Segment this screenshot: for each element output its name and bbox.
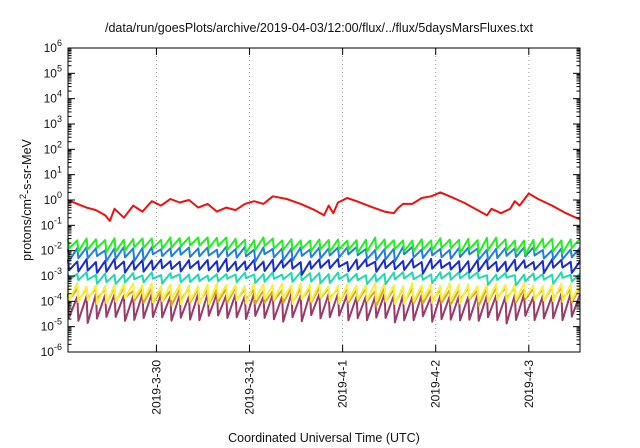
y-tick-exp: 2 [57, 139, 62, 149]
y-tick-exp: -4 [54, 291, 62, 301]
y-tick-label: 103 [44, 114, 62, 131]
y-tick-exp: -5 [54, 317, 62, 327]
series-line [67, 245, 581, 263]
y-tick-base: 10 [44, 168, 58, 182]
plot-frame [67, 47, 581, 353]
y-tick-base: 10 [41, 218, 55, 232]
x-tick-label: 2019-4-2 [429, 360, 443, 408]
y-tick-label: 100 [44, 190, 62, 207]
y-tick-exp: 5 [57, 63, 62, 73]
y-tick-label: 10-3 [41, 266, 62, 283]
series-layer [67, 191, 581, 325]
y-tick-label: 106 [44, 38, 62, 55]
y-tick-exp: 4 [57, 89, 62, 99]
y-tick-base: 10 [41, 345, 55, 359]
y-axis-label-pre: protons/cm [20, 199, 34, 261]
x-axis-label: Coordinated Universal Time (UTC) [228, 431, 420, 445]
x-axis-ticks: 2019-3-30 2019-3-31 2019-4-1 2019-4-2 2019-4… [149, 48, 536, 415]
x-tick-label: 2019-3-31 [243, 360, 257, 415]
y-tick-exp: -2 [54, 241, 62, 251]
y-tick-label: 10-2 [41, 241, 62, 258]
y-tick-base: 10 [44, 41, 58, 55]
y-axis-label-sup: 2 [18, 194, 28, 199]
y-tick-label: 101 [44, 165, 62, 182]
y-tick-base: 10 [44, 117, 58, 131]
y-tick-exp: 1 [57, 165, 62, 175]
y-tick-label: 104 [44, 89, 62, 106]
y-tick-base: 10 [41, 294, 55, 308]
y-tick-exp: 0 [57, 190, 62, 200]
y-tick-label: 10-4 [41, 291, 62, 308]
y-tick-exp: -1 [54, 215, 62, 225]
chart-title: /data/run/goesPlots/archive/2019-04-03/1… [105, 21, 534, 35]
x-tick-label: 2019-4-3 [522, 360, 536, 408]
y-axis-label-post: -s-sr-MeV [20, 138, 34, 194]
x-tick-label: 2019-4-1 [336, 360, 350, 408]
series-line [67, 257, 581, 276]
series-line [67, 191, 581, 222]
y-axis-label: protons/cm2-s-sr-MeV [18, 138, 34, 260]
y-tick-exp: -6 [54, 342, 62, 352]
y-tick-label: 10-5 [41, 317, 62, 334]
y-tick-base: 10 [41, 320, 55, 334]
y-tick-label: 105 [44, 63, 62, 80]
series-line [67, 236, 581, 256]
x-tick-label: 2019-3-30 [149, 360, 163, 415]
y-tick-exp: 6 [57, 38, 62, 48]
y-tick-base: 10 [44, 193, 58, 207]
y-tick-exp: 3 [57, 114, 62, 124]
y-tick-label: 102 [44, 139, 62, 156]
y-tick-label: 10-6 [41, 342, 62, 359]
y-tick-base: 10 [41, 269, 55, 283]
y-tick-base: 10 [41, 244, 55, 258]
y-tick-exp: -3 [54, 266, 62, 276]
y-tick-base: 10 [44, 66, 58, 80]
y-tick-base: 10 [44, 92, 58, 106]
y-axis-ticks: 10-610-510-410-310-210-11001011021031041… [41, 38, 580, 359]
series-line [67, 271, 581, 287]
y-tick-base: 10 [44, 142, 58, 156]
series-line [67, 281, 581, 306]
y-tick-label: 10-1 [41, 215, 62, 232]
